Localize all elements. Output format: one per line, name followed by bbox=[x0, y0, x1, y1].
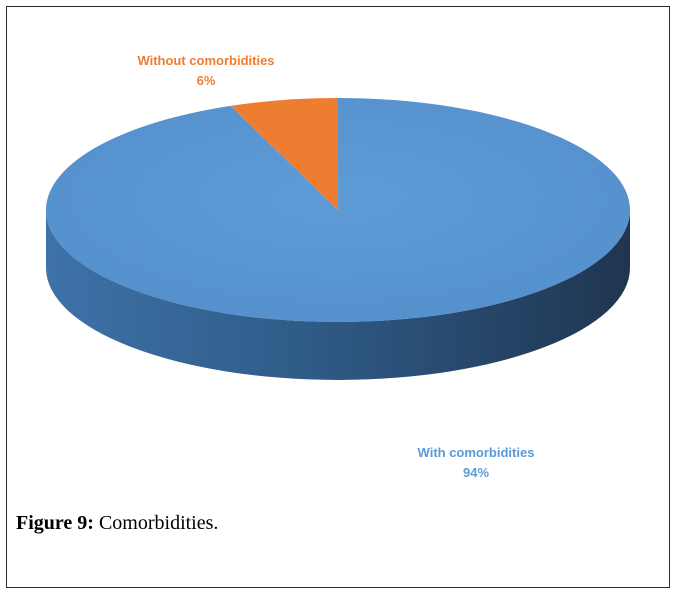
figure-caption: Figure 9: Comorbidities. bbox=[16, 512, 218, 535]
slice-name: Without comorbidities bbox=[137, 53, 275, 68]
pie-slice-without-comorbidities bbox=[230, 98, 338, 210]
slice-name: With comorbidities bbox=[417, 445, 535, 460]
caption-text: Comorbidities. bbox=[93, 512, 219, 534]
slice-label-with-comorbidities: With comorbidities 94% bbox=[396, 443, 556, 483]
slice-percent: 6% bbox=[196, 73, 216, 88]
slice-percent: 94% bbox=[462, 465, 490, 480]
slice-label-without-comorbidities: Without comorbidities 6% bbox=[126, 51, 286, 91]
pie-side-wall bbox=[46, 210, 630, 380]
caption-prefix: Figure 9: bbox=[16, 512, 94, 534]
